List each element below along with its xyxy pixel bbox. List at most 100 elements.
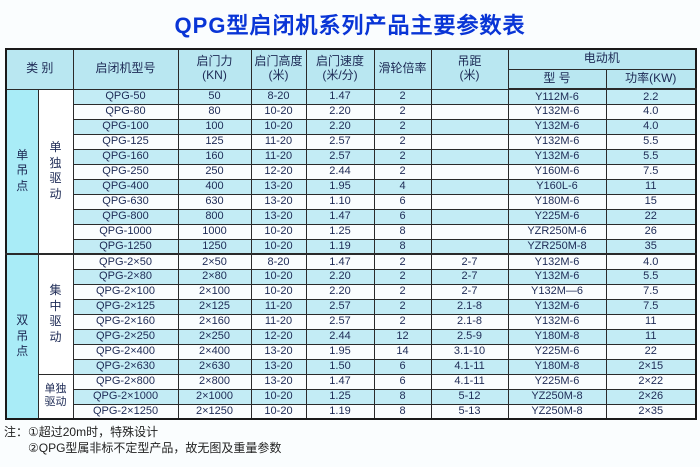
cell-force: 400 [177,178,252,195]
cell-speed: 2.57 [305,298,375,315]
cell-motor-power: 22 [605,208,697,225]
cell-distance [430,238,509,255]
cell-distance [430,103,509,120]
cell-model: QPG-2×125 [72,298,179,315]
header-motor-power: 功率(KW) [605,68,697,90]
cell-height: 10-20 [250,403,307,420]
table-header: 类 别 启闭机型号 启门力 (KN) 启门高度 (米) 启门速度 (米/分) 滑… [5,48,697,90]
cell-force: 2×400 [177,343,252,360]
notes: 注：①超过20m时，特殊设计 ②QPG型属非标不定型产品，故无图及重量参数 [4,425,700,456]
cell-distance [430,193,509,210]
cell-speed: 2.20 [305,103,375,120]
cell-ratio: 6 [373,358,432,375]
cell-height: 11-20 [250,148,307,165]
cell-height: 13-20 [250,373,307,390]
cell-distance: 2-7 [430,253,509,270]
cell-speed: 2.20 [305,268,375,285]
cell-motor-power: 7.5 [605,298,697,315]
cell-force: 80 [177,103,252,120]
cell-speed: 1.50 [305,358,375,375]
cell-model: QPG-250 [72,163,179,180]
table-row: QPG-2×160 2×160 11-20 2.57 2 2.1-8 Y132M-6 11 [6,313,697,330]
cell-force: 125 [177,133,252,150]
cell-distance [430,118,509,135]
category-group-label: 双吊点 [16,313,29,359]
table-row: QPG-800 800 13-20 1.47 6 Y225M-6 22 [6,208,697,225]
cell-model: QPG-2×50 [72,253,179,270]
cell-force: 2×1000 [177,388,252,405]
table-row: 单吊点 单独驱动 QPG-50 50 8-20 1.47 2 Y112M-6 2.2 [5,88,697,255]
cell-model: QPG-50 [72,88,179,105]
table-row: QPG-1250 1250 10-20 1.19 8 YZR250M-8 35 [6,238,697,255]
cell-model: QPG-2×250 [72,328,179,345]
cell-height: 13-20 [250,343,307,360]
cell-force: 2×50 [177,253,252,270]
cell-motor-model: Y225M-6 [507,208,607,225]
cell-height: 10-20 [250,118,307,135]
cell-motor-power: 5.5 [605,148,697,165]
cell-motor-power: 2×22 [605,373,697,390]
cell-speed: 2.20 [305,283,375,300]
cell-distance: 3.1-10 [430,343,509,360]
cell-motor-power: 2×35 [605,403,697,420]
cell-motor-model: Y225M-6 [507,343,607,360]
cell-force: 160 [177,148,252,165]
cell-height: 8-20 [250,253,307,270]
cell-model: QPG-2×800 [72,373,179,390]
cell-motor-model: Y132M-6 [507,118,607,135]
cell-distance: 2.5-9 [430,328,509,345]
cell-distance [430,178,509,195]
cell-force: 2×100 [177,283,252,300]
cell-motor-model: Y132M—6 [507,283,607,300]
cell-ratio: 2 [373,103,432,120]
table-row: QPG-250 250 12-20 2.44 2 Y160M-6 7.5 [6,163,697,180]
cell-force: 1250 [177,238,252,255]
cell-motor-model: Y160L-6 [507,178,607,195]
cell-model: QPG-800 [72,208,179,225]
cell-ratio: 2 [373,283,432,300]
cell-ratio: 6 [373,208,432,225]
header-speed: 启门速度 (米/分) [305,48,375,90]
table-row: QPG-2×80 2×80 10-20 2.20 2 2-7 Y132M-6 5.5 [6,268,697,285]
drive-type-cell: 单独 驱动 [37,373,74,420]
cell-ratio: 2 [373,268,432,285]
cell-force: 2×800 [177,373,252,390]
cell-ratio: 2 [373,133,432,150]
cell-model: QPG-125 [72,133,179,150]
cell-height: 8-20 [250,88,307,105]
cell-motor-model: YZ250M-8 [507,388,607,405]
cell-height: 10-20 [250,283,307,300]
cell-force: 2×125 [177,298,252,315]
cell-motor-model: Y132M-6 [507,253,607,270]
cell-speed: 2.57 [305,148,375,165]
cell-model: QPG-100 [72,118,179,135]
cell-height: 11-20 [250,133,307,150]
cell-motor-model: YZR250M-8 [507,238,607,255]
cell-distance [430,223,509,240]
cell-motor-power: 2×26 [605,388,697,405]
cell-distance [430,148,509,165]
cell-ratio: 8 [373,223,432,240]
cell-motor-model: Y180M-8 [507,328,607,345]
drive-type-cell: 单独驱动 [37,88,74,255]
cell-distance [430,163,509,180]
cell-height: 10-20 [250,223,307,240]
cell-motor-model: Y132M-6 [507,298,607,315]
drive-type-label: 单独 驱动 [44,383,67,409]
header-motor: 电动机 [507,48,697,70]
cell-motor-power: 7.5 [605,163,697,180]
cell-motor-model: Y180M-8 [507,358,607,375]
note-line: 注：①超过20m时，特殊设计 [4,425,159,439]
cell-motor-power: 4.0 [605,253,697,270]
cell-motor-model: Y132M-6 [507,133,607,150]
cell-speed: 1.25 [305,223,375,240]
cell-ratio: 14 [373,343,432,360]
cell-height: 10-20 [250,238,307,255]
cell-speed: 2.20 [305,118,375,135]
cell-speed: 1.47 [305,88,375,105]
cell-motor-power: 11 [605,313,697,330]
cell-ratio: 6 [373,373,432,390]
cell-motor-model: Y132M-6 [507,313,607,330]
cell-model: QPG-2×160 [72,313,179,330]
header-ratio: 滑轮倍率 [373,48,432,90]
